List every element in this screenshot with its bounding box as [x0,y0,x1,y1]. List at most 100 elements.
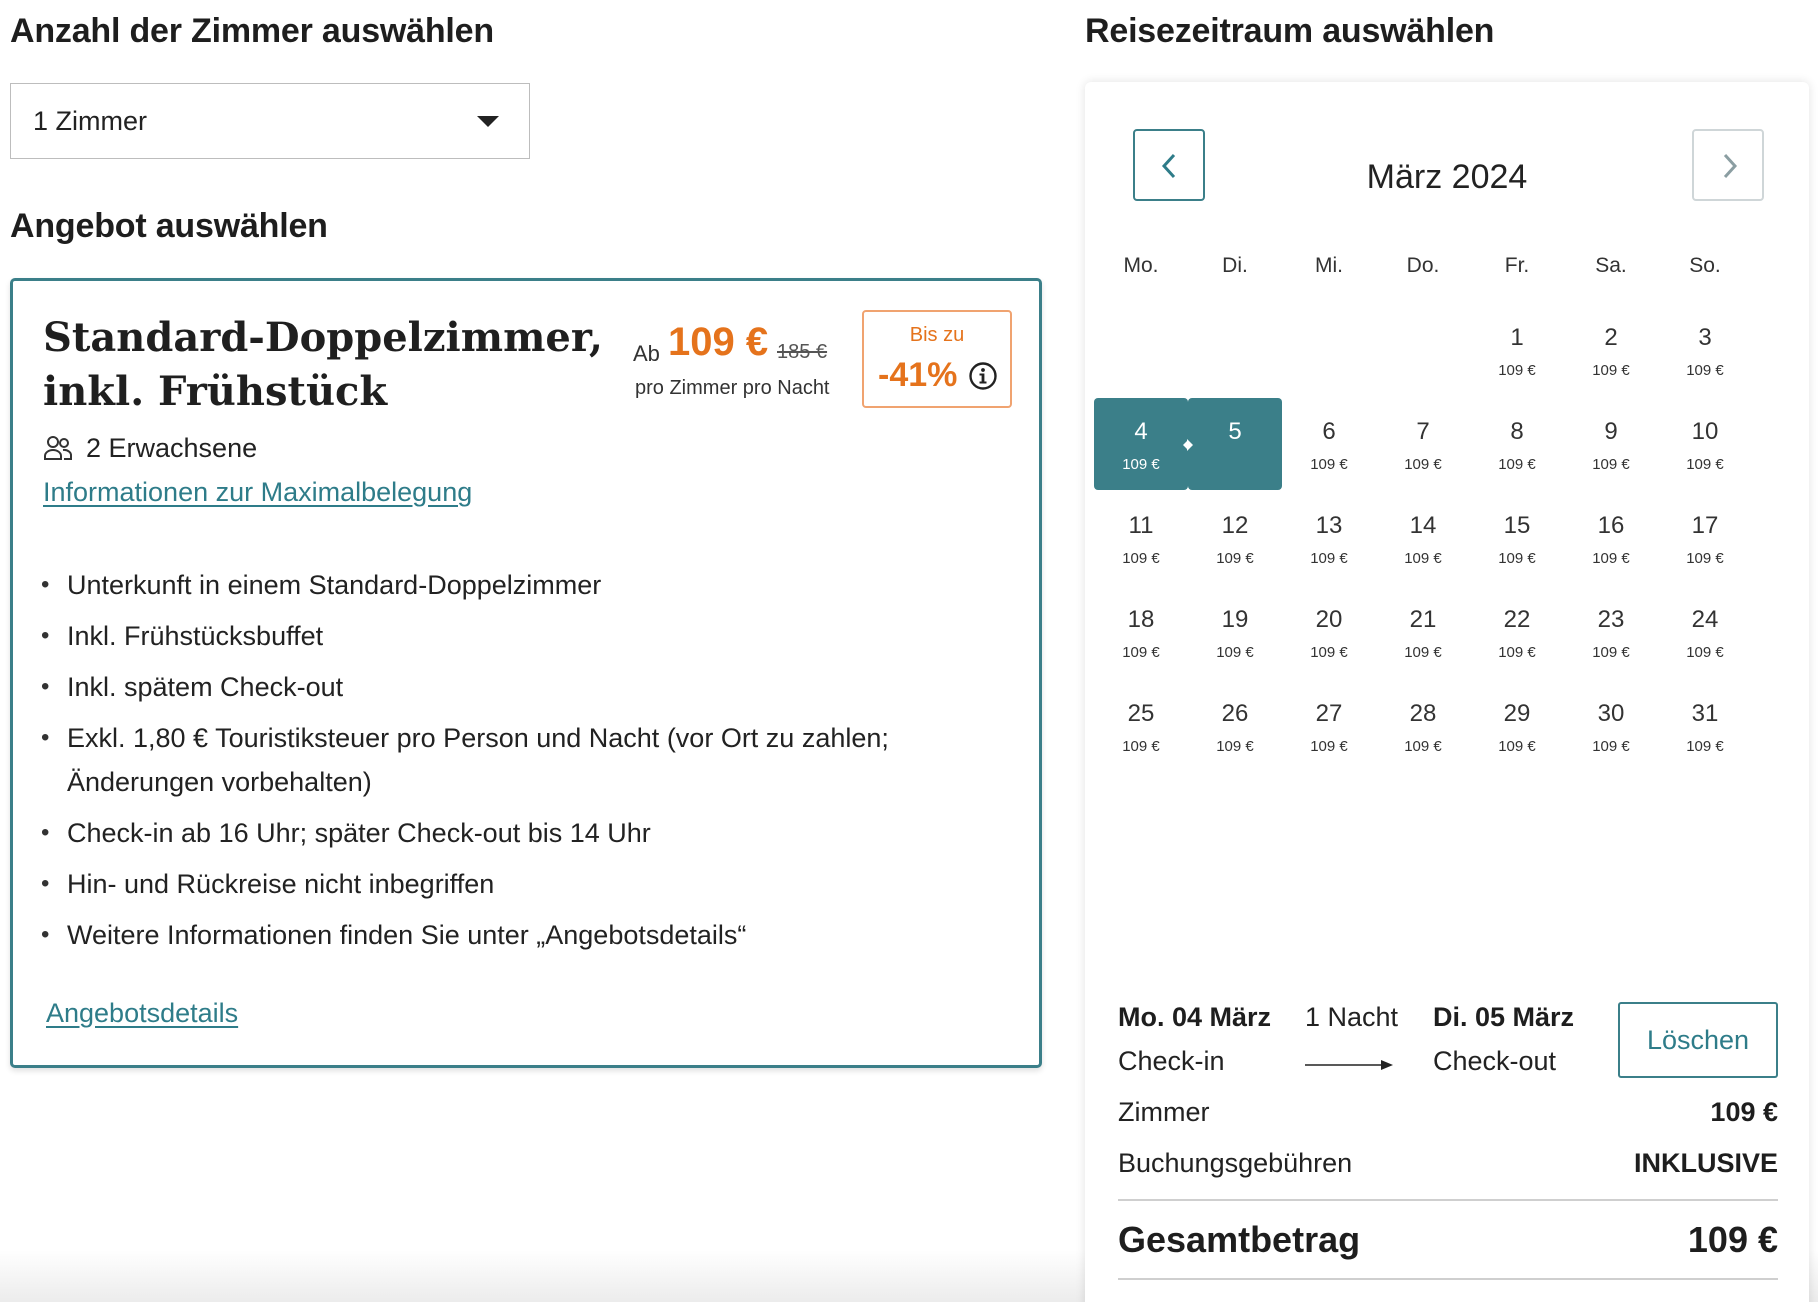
day-number: 22 [1503,606,1531,633]
calendar-day-13[interactable]: 13 109 € [1282,492,1376,584]
calendar-day-4[interactable]: 4 109 € [1094,398,1189,490]
calendar-day-16[interactable]: 16 109 € [1564,492,1658,584]
day-price: 109 € [1592,644,1630,661]
day-price: 109 € [1122,644,1160,661]
calendar-day-31[interactable]: 31 109 € [1658,680,1752,772]
checkin-date: Mo. 04 März [1118,1002,1272,1032]
day-price: 109 € [1310,738,1348,755]
calendar-month: März 2024 [1366,158,1528,196]
rooms-select[interactable]: 1 Zimmer [10,83,530,159]
offer-title: Standard-Doppelzimmer, inkl. Frühstück [43,311,603,419]
room-price: 109 € [1710,1097,1778,1127]
feature-item: Unterkunft in einem Standard-Doppelzimme… [41,563,941,607]
rooms-heading: Anzahl der Zimmer auswählen [10,12,494,50]
calendar-day-5[interactable]: 5 [1187,398,1282,490]
calendar-panel: März 2024 Mo. Di. Mi. Do. Fr. Sa. So. 1 109 €2 1… [1085,82,1809,1302]
day-price: 109 € [1310,456,1348,473]
calendar-day-1[interactable]: 1 109 € [1470,304,1564,396]
next-month-button[interactable] [1692,129,1764,201]
day-price: 109 € [1686,456,1724,473]
calendar-day-9[interactable]: 9 109 € [1564,398,1658,490]
prev-month-button[interactable] [1133,129,1205,201]
day-price: 109 € [1216,738,1254,755]
calendar-day-12[interactable]: 12 109 € [1188,492,1282,584]
calendar-day-26[interactable]: 26 109 € [1188,680,1282,772]
total-divider [1118,1199,1778,1201]
calendar-day-29[interactable]: 29 109 € [1470,680,1564,772]
calendar-day-28[interactable]: 28 109 € [1376,680,1470,772]
day-number: 15 [1503,512,1531,539]
calendar-day-6[interactable]: 6 109 € [1282,398,1376,490]
weekday-label: Fr. [1504,254,1530,277]
discount-label: Bis zu [909,324,965,346]
weekday-label: Sa. [1595,254,1627,277]
calendar-day-27[interactable]: 27 109 € [1282,680,1376,772]
offer-card[interactable]: Standard-Doppelzimmer, inkl. Frühstück A… [10,278,1042,1068]
day-price: 109 € [1498,644,1536,661]
calendar-day-20[interactable]: 20 109 € [1282,586,1376,678]
day-price: 109 € [1498,362,1536,379]
guests-count: 2 Erwachsene [86,433,258,463]
day-price: 109 € [1404,738,1442,755]
nights-count: 1 Nacht [1305,1002,1399,1032]
day-price: 109 € [1216,644,1254,661]
calendar-day-11[interactable]: 11 109 € [1094,492,1188,584]
calendar-day-22[interactable]: 22 109 € [1470,586,1564,678]
calendar-day-19[interactable]: 19 109 € [1188,586,1282,678]
calendar-day-8[interactable]: 8 109 € [1470,398,1564,490]
offer-title-line2: inkl. Frühstück [43,368,388,415]
total-value: 109 € [1687,1219,1778,1260]
weekday-label: Do. [1406,254,1440,277]
day-price: 109 € [1686,644,1724,661]
calendar-day-7[interactable]: 7 109 € [1376,398,1470,490]
weekday-label: Mo. [1123,254,1159,277]
max-occupancy-link[interactable]: Informationen zur Maximalbelegung [43,477,473,507]
calendar-day-25[interactable]: 25 109 € [1094,680,1188,772]
total-label: Gesamtbetrag [1118,1219,1361,1260]
day-price: 109 € [1592,550,1630,567]
calendar-day-24[interactable]: 24 109 € [1658,586,1752,678]
day-number: 5 [1228,418,1242,445]
day-price: 109 € [1686,738,1724,755]
day-number: 28 [1409,700,1437,727]
calendar-day-30[interactable]: 30 109 € [1564,680,1658,772]
day-number: 8 [1510,418,1524,445]
bottom-divider [1118,1278,1778,1280]
feature-item: Exkl. 1,80 € Touristiksteuer pro Person … [41,716,941,804]
day-number: 12 [1221,512,1249,539]
checkin-label: Check-in [1118,1046,1225,1076]
day-number: 21 [1409,606,1437,633]
day-price: 109 € [1404,456,1442,473]
calendar-day-2[interactable]: 2 109 € [1564,304,1658,396]
day-number: 4 [1134,418,1148,445]
offer-old-price: 185 € [777,341,828,363]
calendar-day-23[interactable]: 23 109 € [1564,586,1658,678]
calendar-day-10[interactable]: 10 109 € [1658,398,1752,490]
offer-details-link[interactable]: Angebotsdetails [46,998,239,1028]
info-icon[interactable] [968,361,998,391]
price-prefix: Ab [633,341,660,366]
day-number: 7 [1416,418,1430,445]
travel-period-heading: Reisezeitraum auswählen [1085,12,1495,50]
discount-value: -41% [878,356,958,394]
checkout-label: Check-out [1433,1046,1557,1076]
weekday-label: Di. [1222,254,1248,277]
clear-button[interactable]: Löschen [1618,1002,1778,1078]
calendar-day-21[interactable]: 21 109 € [1376,586,1470,678]
calendar-day-3[interactable]: 3 109 € [1658,304,1752,396]
price-unit: pro Zimmer pro Nacht [635,377,830,399]
feature-item: Inkl. Frühstücksbuffet [41,614,941,658]
day-price: 109 € [1592,456,1630,473]
calendar-day-15[interactable]: 15 109 € [1470,492,1564,584]
day-number: 10 [1691,418,1719,445]
day-price: 109 € [1404,644,1442,661]
calendar-day-17[interactable]: 17 109 € [1658,492,1752,584]
rooms-select-value: 1 Zimmer [33,106,147,136]
calendar-day-18[interactable]: 18 109 € [1094,586,1188,678]
day-price: 109 € [1216,550,1254,567]
day-price: 109 € [1310,644,1348,661]
day-price: 109 € [1592,738,1630,755]
day-number: 29 [1503,700,1531,727]
arrow-right-icon [1305,1060,1393,1070]
calendar-day-14[interactable]: 14 109 € [1376,492,1470,584]
